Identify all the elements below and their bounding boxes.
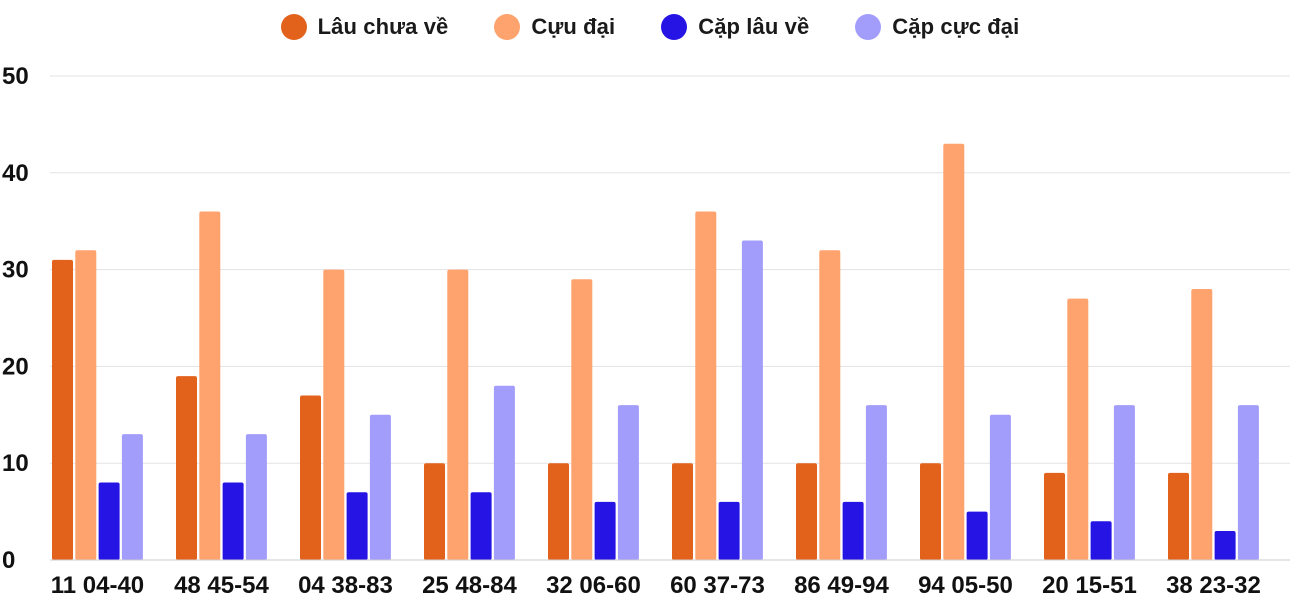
bar-3-4[interactable]: [470, 492, 492, 560]
bar-1-1[interactable]: [52, 259, 73, 560]
bar-3-1[interactable]: [98, 482, 120, 560]
bar-2-1[interactable]: [75, 250, 97, 561]
bar-2-5[interactable]: [571, 279, 593, 560]
bar-2-2[interactable]: [199, 211, 221, 560]
x-axis-ticks: 11 04-40 48 45-54 04 38-83 25 48-84 32 06-60…: [51, 572, 1261, 599]
bar-2-8[interactable]: [943, 143, 965, 560]
legend-item-lau-chua-ve[interactable]: Lâu chưa về: [280, 14, 449, 40]
bar-4-5[interactable]: [617, 405, 639, 560]
bar-3-3[interactable]: [346, 492, 368, 560]
bar-2-3[interactable]: [323, 269, 345, 560]
bar-3-10[interactable]: [1214, 530, 1236, 560]
bar-1-2[interactable]: [176, 376, 197, 560]
bar-2-9[interactable]: [1067, 298, 1089, 560]
x-tick-label-10: 38 23-32: [1166, 572, 1261, 599]
bar-4-7[interactable]: [865, 405, 887, 560]
legend-swatch-cap-cuc-dai: [855, 14, 882, 40]
legend-label-lau-chua-ve: Lâu chưa về: [317, 14, 449, 39]
x-tick-label-6: 60 37-73: [670, 572, 765, 599]
bar-4-3[interactable]: [369, 414, 391, 560]
bar-4-2[interactable]: [245, 434, 267, 560]
bar-3-8[interactable]: [966, 511, 988, 560]
bar-3-5[interactable]: [594, 501, 616, 560]
bar-4-1[interactable]: [121, 434, 143, 560]
x-tick-label-1: 11 04-40: [51, 572, 144, 599]
bar-1-6[interactable]: [672, 463, 693, 560]
legend-item-cuu-dai[interactable]: Cựu đại: [494, 14, 615, 40]
legend-swatch-lau-chua-ve: [280, 14, 307, 40]
bar-1-7[interactable]: [796, 463, 817, 560]
gridlines: [50, 75, 1290, 464]
bar-4-9[interactable]: [1113, 405, 1135, 560]
y-tick-label-0: 0: [2, 547, 15, 574]
bar-1-8[interactable]: [920, 463, 941, 560]
bar-4-10[interactable]: [1237, 405, 1259, 560]
bar-1-3[interactable]: [300, 395, 321, 560]
bar-3-2[interactable]: [222, 482, 244, 560]
legend-item-cap-cuc-dai[interactable]: Cặp cực đại: [855, 14, 1019, 40]
bars: [52, 143, 1259, 561]
legend-swatch-cap-lau-ve: [661, 14, 688, 40]
bar-3-6[interactable]: [718, 501, 740, 560]
bar-3-7[interactable]: [842, 501, 864, 560]
bar-2-6[interactable]: [695, 211, 717, 560]
y-tick-label-10: 10: [2, 450, 29, 477]
y-tick-label-20: 20: [2, 353, 29, 380]
legend: Lâu chưa về Cựu đại Cặp lâu về Cặp cực đ…: [0, 8, 1300, 46]
y-tick-label-30: 30: [2, 257, 29, 284]
y-tick-label-50: 50: [2, 63, 29, 90]
bar-1-4[interactable]: [424, 463, 445, 560]
bar-4-8[interactable]: [989, 414, 1011, 560]
x-tick-label-2: 48 45-54: [174, 572, 269, 599]
bar-2-10[interactable]: [1191, 288, 1213, 560]
bar-1-10[interactable]: [1168, 472, 1189, 560]
legend-swatch-cuu-dai: [494, 14, 521, 40]
x-tick-label-5: 32 06-60: [546, 572, 641, 599]
x-tick-label-7: 86 49-94: [794, 572, 889, 599]
legend-label-cuu-dai: Cựu đại: [531, 14, 616, 39]
x-tick-label-9: 20 15-51: [1042, 572, 1137, 599]
bar-2-7[interactable]: [819, 250, 841, 561]
x-tick-label-8: 94 05-50: [918, 572, 1013, 599]
bar-3-9[interactable]: [1090, 521, 1112, 560]
legend-label-cap-cuc-dai: Cặp cực đại: [892, 14, 1020, 39]
x-tick-label-4: 25 48-84: [422, 572, 517, 599]
legend-item-cap-lau-ve[interactable]: Cặp lâu về: [661, 14, 809, 40]
x-tick-label-3: 04 38-83: [298, 572, 393, 599]
legend-label-cap-lau-ve: Cặp lâu về: [698, 14, 810, 39]
bar-1-9[interactable]: [1044, 472, 1065, 560]
y-axis-ticks: 0 10 20 30 40 50: [2, 63, 29, 574]
bar-4-4[interactable]: [493, 385, 515, 560]
bar-2-4[interactable]: [447, 269, 469, 560]
bar-4-6[interactable]: [741, 240, 763, 560]
bar-1-5[interactable]: [548, 463, 569, 560]
y-tick-label-40: 40: [2, 160, 29, 187]
